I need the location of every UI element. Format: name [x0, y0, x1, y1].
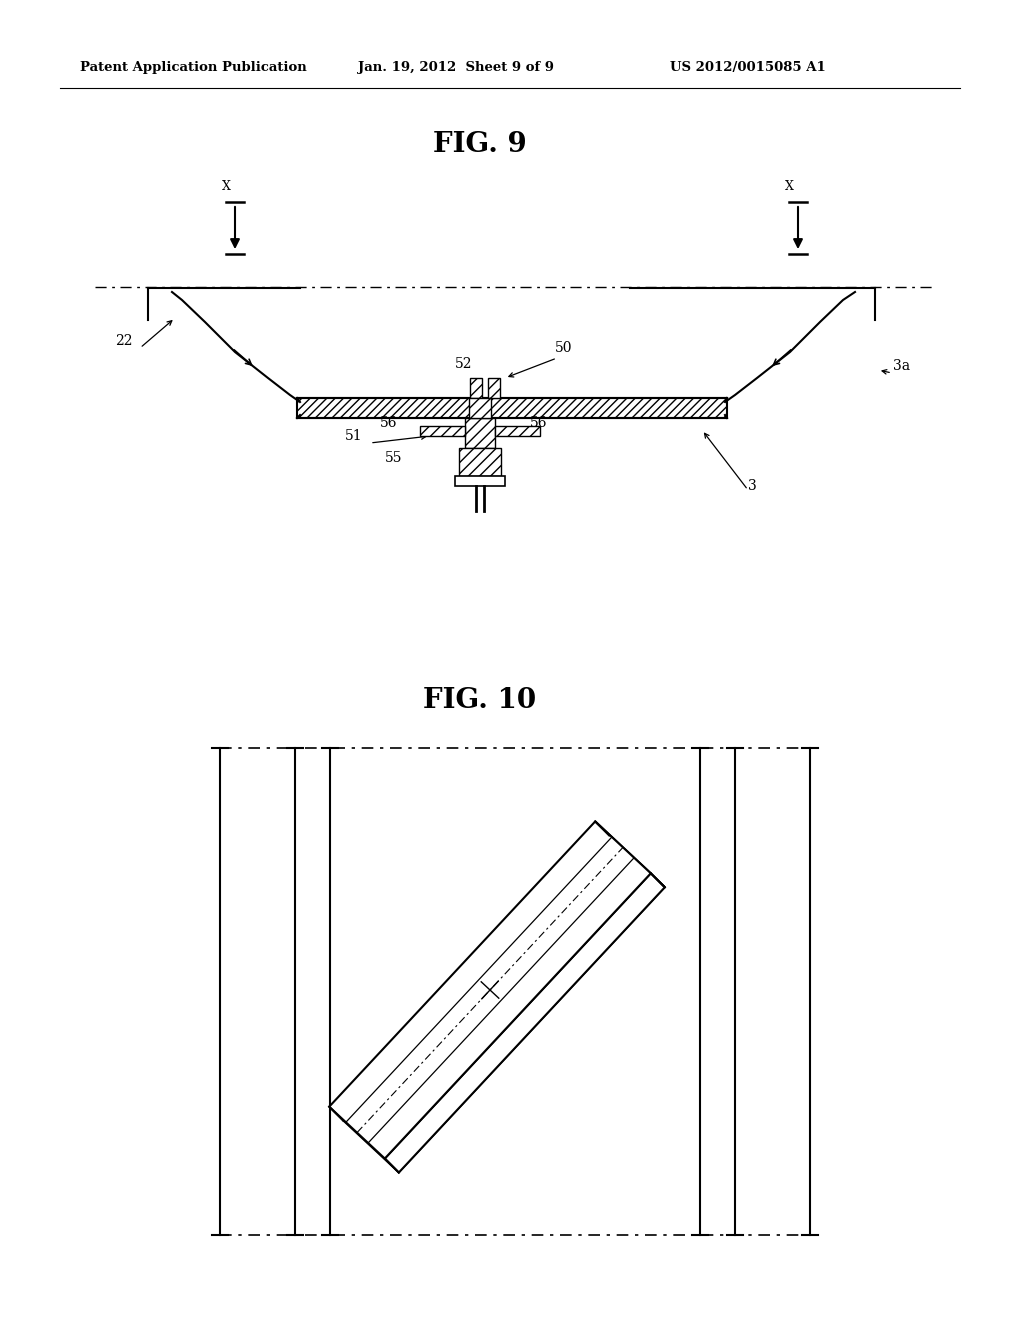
Text: Patent Application Publication: Patent Application Publication — [80, 62, 307, 74]
Polygon shape — [330, 821, 651, 1159]
Text: 50: 50 — [618, 859, 637, 873]
Text: Jan. 19, 2012  Sheet 9 of 9: Jan. 19, 2012 Sheet 9 of 9 — [358, 62, 554, 74]
Text: FIG. 9: FIG. 9 — [433, 132, 527, 158]
Text: X: X — [221, 180, 230, 193]
Bar — [297, 399, 727, 418]
Polygon shape — [595, 821, 665, 887]
Text: X: X — [784, 180, 794, 193]
Polygon shape — [343, 836, 665, 1172]
Bar — [465, 418, 495, 447]
Text: FIG. 10: FIG. 10 — [424, 686, 537, 714]
Bar — [455, 477, 505, 486]
Bar — [470, 378, 482, 399]
Text: 50: 50 — [555, 341, 572, 355]
Text: 56: 56 — [530, 416, 548, 430]
Bar — [488, 378, 500, 399]
Text: 22: 22 — [115, 334, 132, 348]
Text: 3a: 3a — [893, 359, 910, 374]
Bar — [420, 426, 465, 436]
Bar — [297, 399, 727, 418]
Text: 55: 55 — [385, 451, 402, 465]
Text: US 2012/0015085 A1: US 2012/0015085 A1 — [670, 62, 825, 74]
Text: 51: 51 — [345, 429, 362, 444]
Text: 52: 52 — [455, 356, 472, 371]
Text: 3: 3 — [748, 479, 757, 492]
Bar — [495, 426, 540, 436]
Polygon shape — [385, 874, 665, 1172]
Bar — [469, 399, 490, 418]
Bar — [459, 447, 501, 477]
Text: 56: 56 — [380, 416, 397, 430]
